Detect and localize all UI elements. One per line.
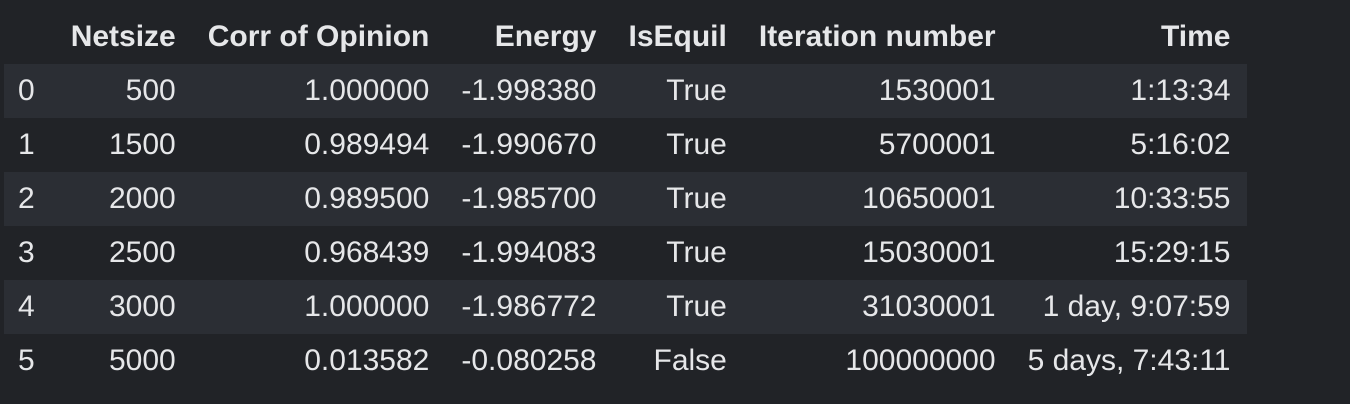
cell-time: 10:33:55 [1113, 182, 1231, 215]
column-header-netsize: Netsize [70, 20, 176, 53]
column-header-iteration-number: Iteration number [758, 20, 996, 53]
cell-iteration-number: 10650001 [862, 182, 996, 215]
cell-iteration-number: 100000000 [845, 344, 996, 377]
table-row: 2 2000 0.989500 -1.985700 True 10650001 … [4, 172, 1247, 226]
cell-netsize: 500 [125, 74, 176, 107]
cell-iteration-number: 15030001 [862, 236, 996, 269]
cell-corr-of-opinion: 0.989500 [304, 182, 430, 215]
row-index: 5 [18, 344, 35, 377]
index-header [4, 10, 55, 64]
cell-time: 1:13:34 [1130, 74, 1231, 107]
cell-netsize: 1500 [108, 128, 176, 161]
cell-energy: -0.080258 [461, 344, 597, 377]
column-header-energy: Energy [494, 20, 597, 53]
cell-corr-of-opinion: 1.000000 [304, 290, 430, 323]
cell-isequil: False [653, 344, 727, 377]
cell-netsize: 5000 [108, 344, 176, 377]
cell-netsize: 3000 [108, 290, 176, 323]
dataframe-table: Netsize Corr of Opinion Energy IsEquil I… [4, 10, 1247, 388]
cell-isequil: True [666, 128, 727, 161]
row-index: 0 [18, 74, 35, 107]
cell-corr-of-opinion: 0.968439 [304, 236, 430, 269]
cell-isequil: True [666, 236, 727, 269]
table-row: 4 3000 1.000000 -1.986772 True 31030001 … [4, 280, 1247, 334]
cell-energy: -1.998380 [461, 74, 597, 107]
cell-energy: -1.985700 [461, 182, 597, 215]
cell-isequil: True [666, 182, 727, 215]
table-row: 1 1500 0.989494 -1.990670 True 5700001 5… [4, 118, 1247, 172]
row-index: 4 [18, 290, 35, 323]
cell-netsize: 2000 [108, 182, 176, 215]
cell-isequil: True [666, 290, 727, 323]
table-row: 5 5000 0.013582 -0.080258 False 10000000… [4, 334, 1247, 388]
cell-energy: -1.986772 [461, 290, 597, 323]
cell-time: 5 days, 7:43:11 [1027, 344, 1231, 377]
cell-netsize: 2500 [108, 236, 176, 269]
cell-energy: -1.990670 [461, 128, 597, 161]
table-row: 3 2500 0.968439 -1.994083 True 15030001 … [4, 226, 1247, 280]
row-index: 3 [18, 236, 35, 269]
cell-isequil: True [666, 74, 727, 107]
table-row: 0 500 1.000000 -1.998380 True 1530001 1:… [4, 64, 1247, 118]
cell-corr-of-opinion: 0.013582 [304, 344, 430, 377]
row-index: 1 [18, 128, 35, 161]
column-header-time: Time [1161, 20, 1231, 53]
cell-time: 15:29:15 [1113, 236, 1231, 269]
header-row: Netsize Corr of Opinion Energy IsEquil I… [4, 10, 1247, 64]
cell-corr-of-opinion: 1.000000 [304, 74, 430, 107]
cell-time: 1 day, 9:07:59 [1042, 290, 1231, 323]
cell-corr-of-opinion: 0.989494 [304, 128, 430, 161]
column-header-corr-of-opinion: Corr of Opinion [207, 20, 430, 53]
cell-iteration-number: 5700001 [878, 128, 996, 161]
row-index: 2 [18, 182, 35, 215]
cell-iteration-number: 31030001 [862, 290, 996, 323]
column-header-isequil: IsEquil [628, 20, 727, 53]
cell-time: 5:16:02 [1130, 128, 1231, 161]
cell-iteration-number: 1530001 [878, 74, 996, 107]
cell-energy: -1.994083 [461, 236, 597, 269]
